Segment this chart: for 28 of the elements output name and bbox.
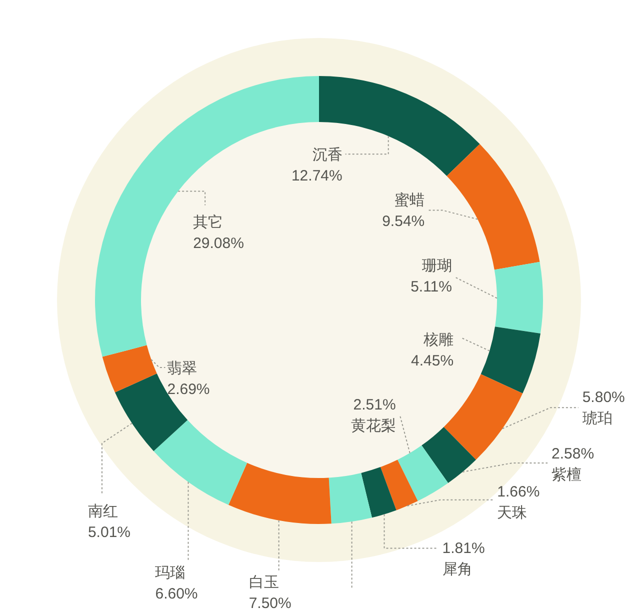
data-label: 2.51% <box>353 396 396 414</box>
data-label: 1.66% <box>497 483 540 500</box>
data-label: 2.58% <box>552 445 594 462</box>
slice-label: 黄花梨 <box>350 418 396 435</box>
slice-label: 玛瑙 <box>155 564 186 582</box>
slice-label: 天珠 <box>497 504 528 522</box>
slice-label: 白玉 <box>248 574 279 591</box>
slice-label: 其它 <box>193 214 224 231</box>
slice-label: 沉香 <box>312 146 342 164</box>
slice-label: 犀角 <box>442 560 472 578</box>
data-label: 1.81% <box>442 540 485 557</box>
data-label: 5.01% <box>88 524 131 541</box>
slice-label: 核雕 <box>422 331 454 348</box>
slice-label: 琥珀 <box>582 410 612 428</box>
slice-label: 紫檀 <box>552 466 582 484</box>
slice-label: 蜜蜡 <box>394 192 425 209</box>
slice-label: 珊瑚 <box>422 258 452 275</box>
data-label: 2.69% <box>167 381 210 398</box>
slice-label: 南红 <box>88 502 118 520</box>
data-label: 12.74% <box>291 168 342 185</box>
data-label: 4.45% <box>411 352 454 370</box>
data-label: 7.50% <box>248 594 292 612</box>
data-label: 5.80% <box>582 389 625 406</box>
data-label: 9.54% <box>382 212 425 230</box>
data-label: 5.11% <box>410 278 452 296</box>
data-label: 29.08% <box>193 234 244 252</box>
slice-label: 翡翠 <box>167 360 198 378</box>
data-label: 6.60% <box>155 585 198 602</box>
